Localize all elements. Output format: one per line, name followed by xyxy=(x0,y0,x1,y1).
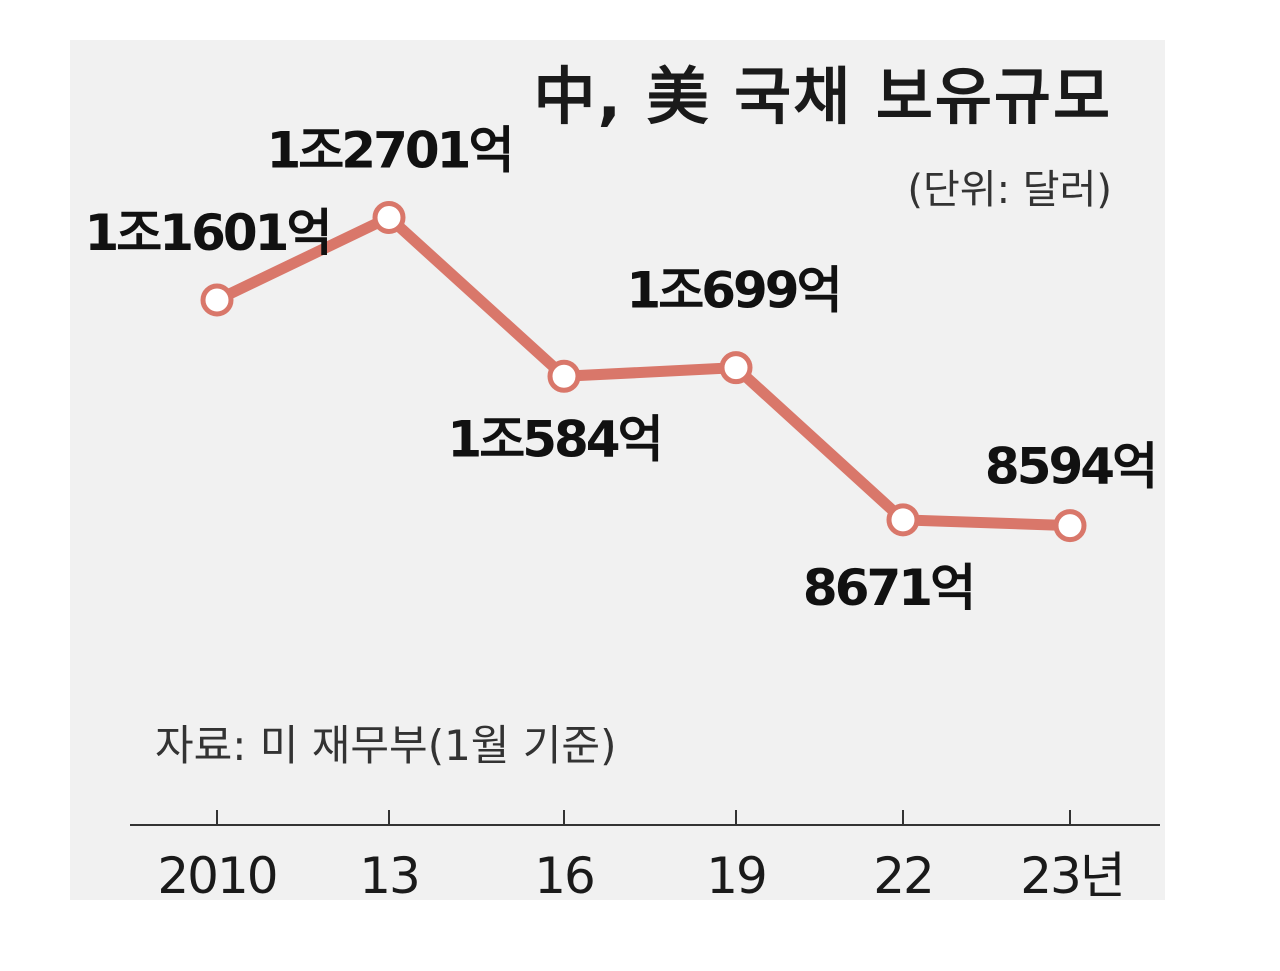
series-line-group xyxy=(200,200,1087,543)
data-point-2 xyxy=(547,359,581,393)
data-label-4: 8671억 xyxy=(803,559,973,617)
x-tick-label-2: 16 xyxy=(534,847,594,905)
source-note: 자료: 미 재무부(1월 기준) xyxy=(155,721,616,770)
x-tick-label-0: 2010 xyxy=(157,847,276,905)
x-axis-ticks: 2010 13 16 19 22 23년 xyxy=(157,810,1126,905)
data-point-5 xyxy=(1053,509,1087,543)
data-point-1 xyxy=(372,200,406,234)
data-point-0 xyxy=(200,283,234,317)
series-line xyxy=(211,211,1076,532)
data-label-1: 1조2701억 xyxy=(267,121,512,179)
x-tick-label-5: 23년 xyxy=(1020,847,1124,905)
data-label-5: 8594억 xyxy=(985,438,1155,496)
data-point-4 xyxy=(886,503,920,537)
x-tick-label-4: 22 xyxy=(873,847,933,905)
unit-label: (단위: 달러) xyxy=(907,167,1112,213)
data-label-0: 1조1601억 xyxy=(85,204,330,262)
data-labels-group: 1조1601억 1조2701억 1조584억 1조699억 8671억 8594억 xyxy=(85,121,1159,617)
x-tick-label-3: 19 xyxy=(706,847,766,905)
x-tick-label-1: 13 xyxy=(359,847,419,905)
chart-title: 中, 美 국채 보유규모 xyxy=(533,60,1112,133)
chart-panel xyxy=(70,40,1165,900)
data-point-3 xyxy=(719,351,753,385)
data-label-3: 1조699억 xyxy=(626,262,839,320)
data-label-2: 1조584억 xyxy=(447,410,660,468)
